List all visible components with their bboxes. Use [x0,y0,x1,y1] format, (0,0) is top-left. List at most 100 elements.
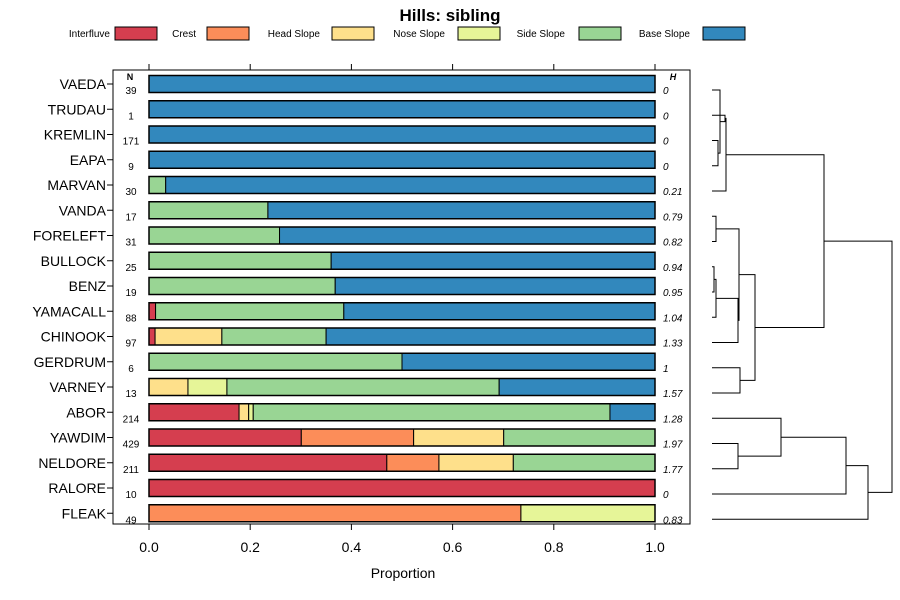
bar-segment [401,352,656,371]
bar-segment [221,327,327,346]
n-value: 88 [125,313,137,324]
h-value: 0 [663,111,669,122]
dendrogram-branch [712,140,719,167]
bar-outline [148,302,656,321]
legend-label: Nose Slope [393,29,445,40]
n-value: 171 [123,137,140,148]
bar-segment [148,251,332,270]
n-value: 13 [125,389,137,400]
h-value: 0.83 [663,515,683,526]
bar-segment [279,226,656,245]
bar-segment [386,453,440,472]
category-label: TRUDAU [48,101,106,117]
h-value: 1.04 [663,313,683,324]
dendrogram-branch [712,117,727,192]
bar-outline [148,453,656,472]
n-value: 1 [128,111,134,122]
bar-segment [325,327,656,346]
bar-segment [248,403,254,422]
legend: Interfluve Crest Head Slope Nose Slope Side … [69,26,746,41]
h-value: 1.57 [663,389,683,400]
bar-segment [148,428,302,447]
bar-segment [343,302,656,321]
legend-label: Base Slope [639,29,691,40]
bar-segment [330,251,656,270]
dendrogram-branch [739,274,756,381]
bar-outline [148,504,656,523]
h-value: 1.77 [663,465,683,476]
bar-segment [148,277,336,295]
category-label: VANDA [59,202,107,218]
legend-swatch [331,26,375,41]
dendrogram-branch [712,436,847,495]
plot-frame [112,69,691,525]
bar-segment [165,176,656,194]
bar-segment [609,403,656,422]
category-label: BULLOCK [41,253,107,269]
bar-segment [148,504,522,523]
n-value: 10 [125,490,137,501]
category-label: FORELEFT [33,228,107,244]
h-value: 1.97 [663,440,683,451]
bar-segment [334,277,656,295]
n-value: 17 [125,212,137,223]
x-tick-label: 1.0 [645,539,665,555]
category-label: KREMLIN [44,127,106,143]
bar-segment [148,479,656,497]
bar-segment [520,504,656,523]
bar-segment [267,201,656,220]
bar-segment [413,428,505,447]
bar-outline [148,150,656,169]
category-label: VAEDA [60,76,107,92]
x-tick-label: 0.0 [139,539,159,555]
dendrogram-branch [824,240,893,493]
h-value: 1.33 [663,339,683,350]
bar-segment [148,176,167,194]
legend-swatch [206,26,250,41]
h-header: H [670,72,677,82]
chart-title: Hills: sibling [399,6,500,25]
legend-swatch [702,26,746,41]
category-label: ABOR [66,404,106,420]
x-tick-label: 0.6 [443,539,463,555]
bar-segment [503,428,656,447]
n-value: 9 [128,162,134,173]
bar-outline [148,175,656,195]
h-value: 0.82 [663,238,683,249]
n-value: 25 [125,263,137,274]
bar-outline [148,276,656,296]
bar-outline [148,428,656,447]
category-label: CHINOOK [41,329,107,345]
dendrogram-branch [712,89,721,154]
legend-label: Crest [172,29,196,40]
bar-outline [148,327,656,346]
bar-outline [148,403,656,422]
n-value: 31 [125,238,137,249]
legend-label: Side Slope [517,29,566,40]
bar-outline [148,125,656,144]
category-label: MARVAN [47,177,106,193]
n-value: 211 [123,465,139,476]
n-value: 6 [128,364,134,375]
category-label: EAPA [70,152,107,168]
bar-segment [226,378,500,396]
bar-segment [438,453,514,472]
bar-segment [148,378,189,396]
bar-segment [154,327,223,346]
dendrogram-branch [712,443,739,470]
bar-outline [148,251,656,270]
bar-segment [148,352,403,371]
h-value: 0.94 [663,263,683,274]
category-label: FLEAK [62,505,107,521]
bar-segment [148,100,656,119]
bar-segment [148,453,388,472]
dendrogram-branch [712,215,717,242]
dendrogram-branch [712,266,715,293]
category-label: YAMACALL [32,303,106,319]
bar-segment [252,403,611,422]
category-label: GERDRUM [34,354,106,370]
h-value: 0 [663,137,669,148]
bar-segment [238,403,250,422]
category-label: VARNEY [49,379,106,395]
